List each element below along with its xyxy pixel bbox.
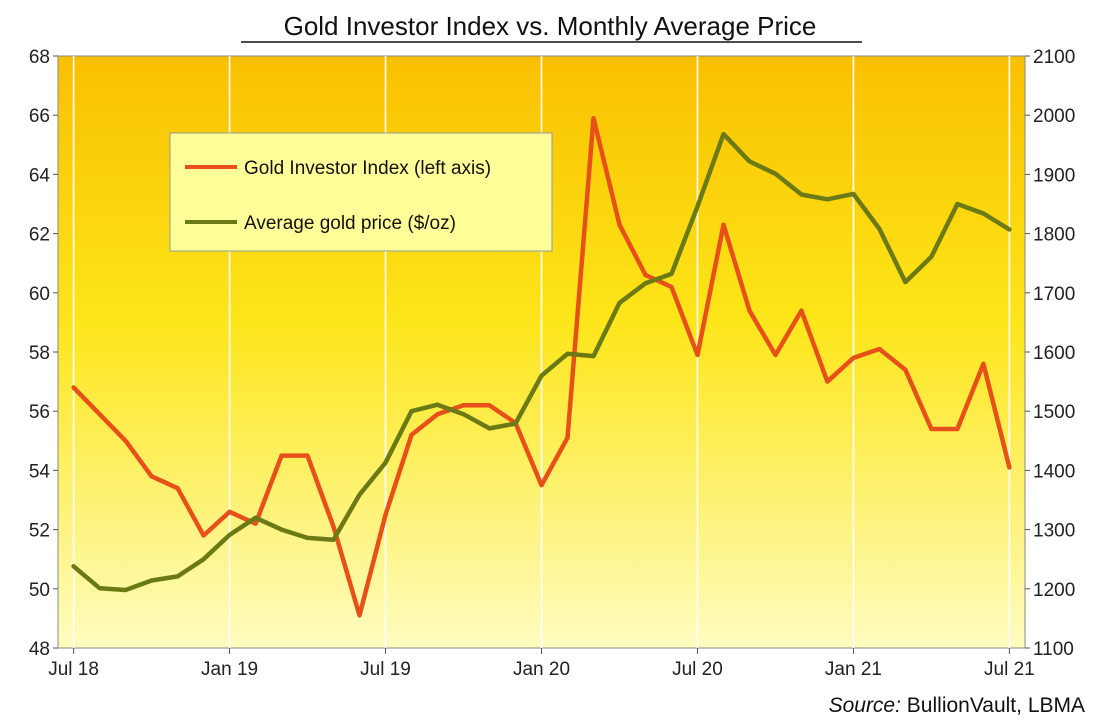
y-left-tick-label: 54 (29, 461, 51, 482)
y-left-tick-label: 64 (29, 165, 51, 186)
y-right-tick-label: 1600 (1033, 343, 1075, 364)
source-text: BullionVault, LBMA (907, 694, 1085, 717)
y-left-tick-label: 60 (29, 284, 50, 305)
y-left-tick-label: 50 (29, 580, 50, 601)
legend-label-price: Average gold price ($/oz) (244, 213, 456, 234)
x-tick-label: Jul 18 (48, 659, 99, 680)
legend-box (169, 132, 553, 252)
x-tick-label: Jan 21 (825, 659, 882, 680)
y-right-tick-label: 1400 (1033, 461, 1075, 482)
y-right-tick-label: 1100 (1033, 639, 1074, 660)
y-right-tick-label: 2000 (1033, 106, 1075, 127)
y-right-tick-label: 1800 (1033, 225, 1075, 246)
y-right-tick-label: 1900 (1033, 165, 1075, 186)
source-label: Source: (829, 694, 901, 717)
y-right-tick-label: 2100 (1033, 47, 1075, 68)
legend: Gold Investor Index (left axis) Average … (169, 132, 553, 252)
y-left-tick-label: 52 (29, 521, 50, 542)
series-group (71, 115, 1012, 618)
y-left-tick-label: 58 (29, 343, 50, 364)
y-left-tick-label: 48 (29, 639, 50, 660)
x-tick-label: Jul 21 (984, 659, 1035, 680)
y-left-tick-label: 66 (29, 106, 50, 127)
series-line-gold-investor-index (71, 115, 1012, 618)
y-right-tick-label: 1500 (1033, 402, 1075, 423)
x-tick-label: Jan 19 (201, 659, 258, 680)
y-right-tick-label: 1300 (1033, 521, 1075, 542)
y-right-tick-label: 1700 (1033, 284, 1075, 305)
y-right-tick-label: 1200 (1033, 580, 1075, 601)
y-left-tick-label: 62 (29, 225, 50, 246)
series-line-avg-gold-price (71, 131, 1012, 593)
y-left-tick-label: 68 (29, 47, 50, 68)
x-tick-label: Jan 20 (513, 659, 570, 680)
axes: Jul 18 Jan 19 Jul 19 Jan 20 Jul 20 Jan 21 Jul … (29, 47, 1075, 680)
chart-title: Gold Investor Index vs. Monthly Average … (284, 11, 817, 41)
x-tick-label: Jul 19 (360, 659, 411, 680)
source-note: Source: BullionVault, LBMA (829, 694, 1085, 717)
x-tick-label: Jul 20 (672, 659, 723, 680)
legend-label-gii: Gold Investor Index (left axis) (244, 158, 491, 179)
y-left-tick-label: 56 (29, 402, 50, 423)
